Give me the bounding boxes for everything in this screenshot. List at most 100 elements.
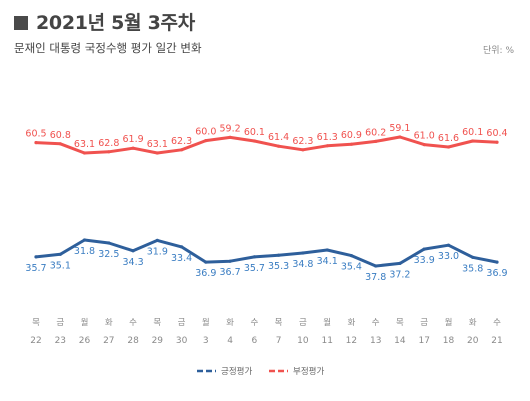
negative-point <box>204 139 208 143</box>
x-tick-date: 20 <box>467 336 479 346</box>
x-tick-day: 화 <box>226 318 234 328</box>
negative-data-label: 62.8 <box>98 138 119 149</box>
x-tick-day: 목 <box>275 318 283 328</box>
negative-data-label: 61.3 <box>317 132 338 143</box>
positive-point <box>374 264 378 268</box>
x-tick-day: 목 <box>153 318 161 328</box>
legend-negative-label: 부정평가 <box>293 366 324 377</box>
positive-data-label: 31.8 <box>74 246 95 257</box>
x-tick-day: 월 <box>202 317 210 328</box>
positive-data-label: 35.3 <box>268 261 289 272</box>
positive-data-label: 34.3 <box>123 257 144 268</box>
chart-title: 2021년 5월 3주차 <box>14 8 195 35</box>
x-tick-day: 수 <box>250 318 258 328</box>
chart-title-text: 2021년 5월 3주차 <box>36 12 195 34</box>
negative-point <box>374 139 378 143</box>
x-tick-day: 화 <box>347 318 355 328</box>
x-tick-day: 월 <box>81 317 89 328</box>
negative-point <box>228 135 232 139</box>
negative-data-label: 59.1 <box>389 123 410 134</box>
x-tick-day: 목 <box>32 318 40 328</box>
x-tick-day: 목 <box>396 318 404 328</box>
negative-data-label: 63.1 <box>74 139 95 150</box>
negative-point <box>446 145 451 149</box>
negative-point <box>155 151 159 155</box>
positive-data-label: 36.7 <box>220 267 241 278</box>
negative-point <box>131 146 135 150</box>
positive-point <box>228 259 232 263</box>
x-tick-date: 13 <box>370 336 381 346</box>
negative-data-label: 62.3 <box>292 136 313 147</box>
positive-point <box>252 255 256 259</box>
negative-data-label: 61.6 <box>438 133 459 144</box>
negative-data-label: 60.4 <box>486 128 507 139</box>
negative-data-label: 60.1 <box>462 127 483 138</box>
x-tick-date: 14 <box>394 336 406 346</box>
positive-data-label: 34.1 <box>317 256 338 267</box>
negative-line <box>34 135 499 155</box>
positive-point <box>471 255 475 259</box>
positive-point <box>131 249 135 253</box>
positive-data-label: 37.2 <box>389 269 410 280</box>
negative-data-label: 60.9 <box>341 130 362 141</box>
positive-data-label: 35.4 <box>341 262 362 273</box>
x-tick-date: 30 <box>176 336 188 346</box>
x-tick-day: 금 <box>56 318 64 328</box>
negative-data-label: 60.5 <box>25 129 46 140</box>
negative-data-label: 63.1 <box>147 139 168 150</box>
positive-point <box>446 243 451 247</box>
x-tick-day: 화 <box>469 318 477 328</box>
x-tick-date: 28 <box>127 336 139 346</box>
positive-data-label: 35.7 <box>25 263 46 274</box>
x-tick-day: 월 <box>445 317 453 328</box>
positive-point <box>495 260 499 264</box>
x-tick-date: 11 <box>321 336 332 346</box>
negative-data-label: 62.3 <box>171 136 192 147</box>
positive-data-label: 33.9 <box>414 255 435 266</box>
x-tick-date: 6 <box>252 336 258 346</box>
positive-data-label: 37.8 <box>365 272 386 283</box>
positive-data-label: 35.1 <box>50 260 71 271</box>
negative-point <box>422 143 426 147</box>
positive-data-label: 32.5 <box>98 249 119 260</box>
x-tick-day: 수 <box>372 318 380 328</box>
positive-point <box>82 238 87 242</box>
negative-point <box>325 144 329 148</box>
positive-point <box>349 254 353 258</box>
positive-data-label: 33.4 <box>171 253 192 264</box>
negative-series-layer: 60.5 60.863.1 62.8 61.9 63.1 62.360.0 59.2 60.1… <box>25 123 508 155</box>
negative-point <box>107 150 111 154</box>
x-tick-date: 3 <box>203 336 209 346</box>
negative-point <box>495 140 499 144</box>
positive-data-label: 34.8 <box>292 259 313 270</box>
x-tick-date: 17 <box>418 336 429 346</box>
x-tick-day: 금 <box>299 318 307 328</box>
positive-point <box>398 261 402 265</box>
negative-point <box>58 142 62 146</box>
chart-header: 2021년 5월 3주차 문재인 대통령 국정수행 평가 일간 변화 단위: % <box>0 0 530 60</box>
x-tick-day: 화 <box>105 318 113 328</box>
title-square-icon <box>14 16 28 30</box>
positive-point <box>301 251 305 255</box>
negative-data-label: 61.4 <box>268 132 289 143</box>
x-axis-labels: 목 22 금 23 월 26 화 27 수 28 목 29 금 30 월 3 화 4 수 6 목 7 금 10 월 11 화 12 수 1… <box>30 317 502 346</box>
positive-data-label: 35.8 <box>462 263 483 274</box>
negative-data-label: 59.2 <box>220 123 241 134</box>
positive-series-layer: 35.7 35.131.8 32.534.331.933.436.9 36.7 35.7… <box>25 238 508 283</box>
unit-label: 단위: % <box>482 46 514 56</box>
x-tick-date: 7 <box>276 336 282 346</box>
chart-subtitle: 문재인 대통령 국정수행 평가 일간 변화 <box>14 41 202 55</box>
x-tick-date: 22 <box>30 336 41 346</box>
negative-point <box>82 151 87 155</box>
negative-point <box>180 148 184 152</box>
positive-data-label: 36.9 <box>195 268 216 279</box>
negative-point <box>349 142 353 146</box>
negative-point <box>277 144 281 148</box>
negative-point <box>34 141 38 145</box>
legend-positive-label: 긍정평가 <box>221 366 252 377</box>
x-tick-date: 29 <box>152 336 164 346</box>
positive-point <box>325 248 329 252</box>
x-tick-day: 수 <box>493 318 501 328</box>
positive-point <box>155 238 159 242</box>
positive-point <box>180 245 184 249</box>
